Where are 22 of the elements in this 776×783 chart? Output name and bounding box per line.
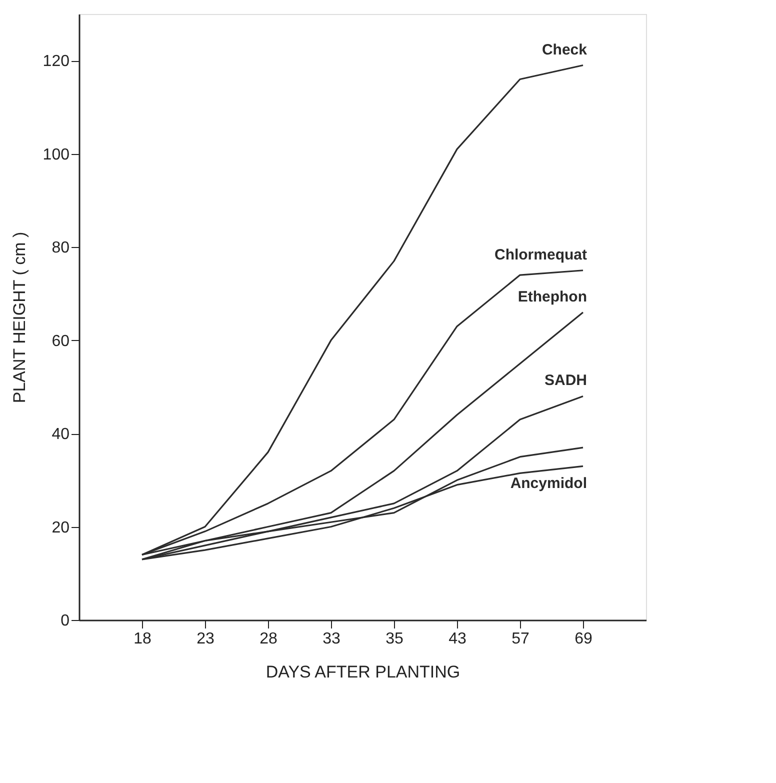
x-tick-label: 33 (322, 630, 340, 648)
series-label: Chlormequat (494, 246, 587, 264)
y-tick-label: 120 (42, 53, 70, 70)
x-tick-label: 28 (260, 630, 278, 648)
y-tick-label: 0 (60, 612, 70, 630)
x-tick-label: 43 (448, 630, 466, 648)
series-label: Check (542, 41, 588, 58)
series-label: Ethephon (518, 288, 587, 306)
y-tick-label: 60 (52, 332, 70, 350)
x-tick-label: 57 (512, 630, 530, 648)
y-tick-label: 40 (52, 426, 70, 444)
x-tick-label: 23 (196, 630, 214, 648)
y-axis-title: PLANT HEIGHT ( cm ) (10, 232, 29, 404)
y-tick-label: 80 (52, 240, 70, 257)
series-label: Ancymidol (510, 475, 587, 492)
x-axis-title: DAYS AFTER PLANTING (266, 662, 460, 682)
y-tick-label: 100 (42, 146, 70, 164)
x-tick-label: 35 (386, 630, 404, 648)
y-tick-label: 20 (52, 519, 70, 536)
series-label: SADH (544, 372, 587, 390)
x-tick-label: 18 (134, 630, 152, 648)
x-tick-label: 69 (574, 630, 592, 648)
